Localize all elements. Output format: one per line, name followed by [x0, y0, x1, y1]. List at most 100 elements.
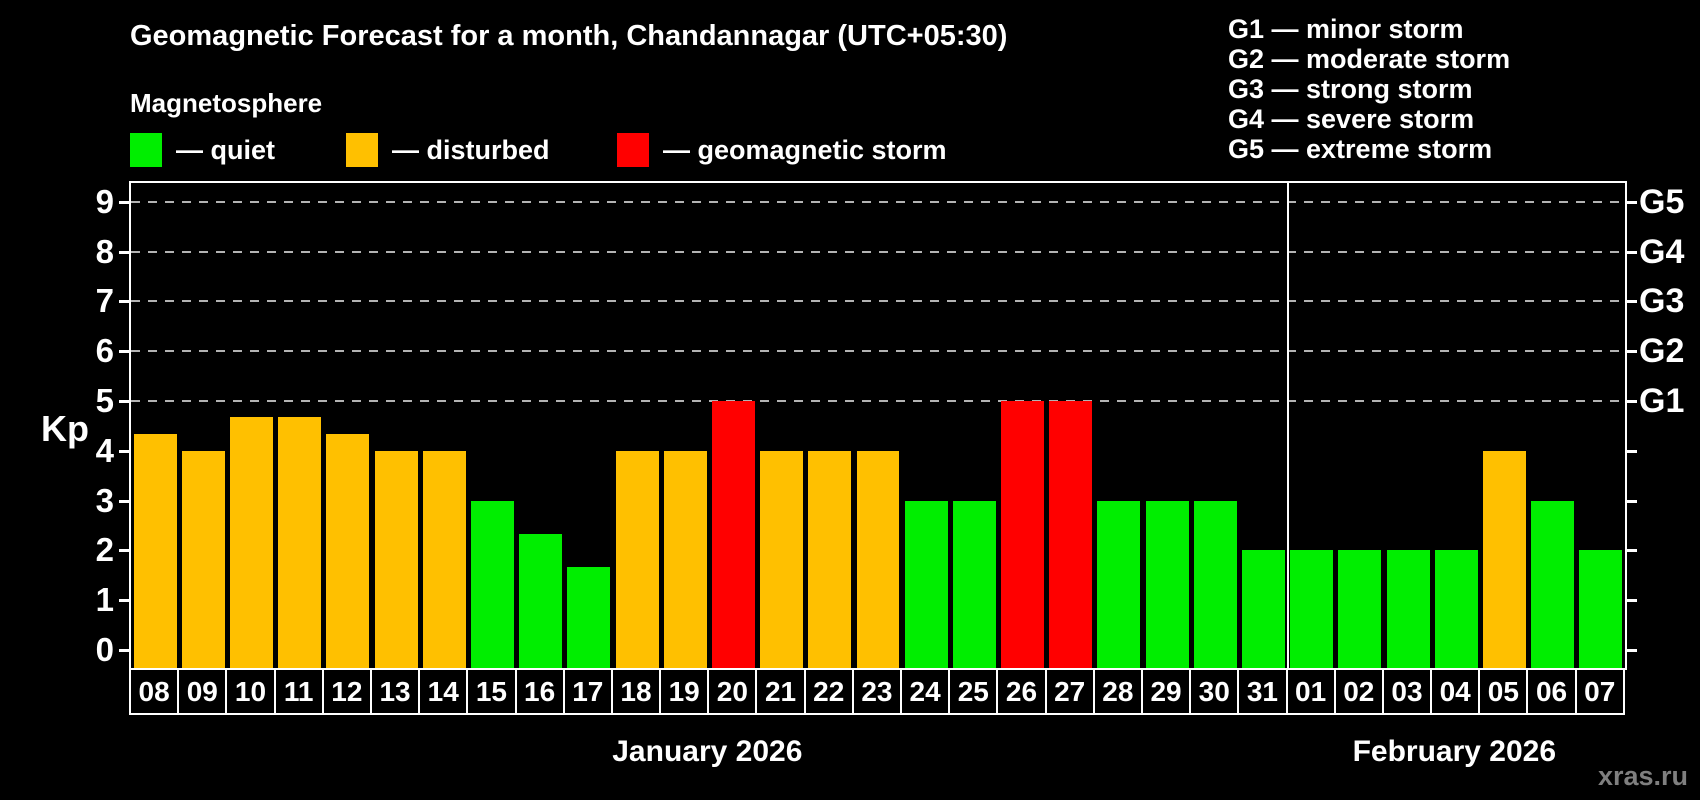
legend-item-label: — quiet — [176, 134, 275, 165]
day-box-10: 10 — [225, 668, 276, 715]
g-axis-label-g5: G5 — [1639, 182, 1685, 221]
y-axis-tick-2 — [119, 549, 129, 553]
day-box-12: 12 — [321, 668, 372, 715]
g-axis-label-g2: G2 — [1639, 332, 1685, 371]
y-axis-tick-3 — [119, 499, 129, 503]
day-box-03: 03 — [1381, 668, 1433, 715]
kp-bar-day-03 — [1386, 550, 1430, 668]
kp-bar-day-17 — [567, 566, 611, 668]
y-axis-tick-4 — [119, 449, 129, 453]
day-box-15: 15 — [466, 668, 517, 715]
storm-legend-line-4: G4 — severe storm — [1228, 104, 1475, 134]
kp-bar-day-11 — [278, 417, 322, 668]
y-axis-tick-1 — [119, 599, 129, 603]
y-axis-label-0: 0 — [95, 631, 114, 668]
y-axis-tick-7 — [119, 300, 129, 304]
day-box-20: 20 — [707, 668, 758, 715]
day-box-13: 13 — [369, 668, 421, 715]
kp-bar-day-05 — [1483, 450, 1526, 668]
y-axis-label-8: 8 — [95, 232, 114, 270]
storm-legend-line-2: G2 — moderate storm — [1228, 44, 1511, 74]
magnetosphere-label: Magnetosphere — [130, 88, 323, 118]
g-axis-tick-1 — [1627, 599, 1637, 603]
day-box-28: 28 — [1092, 668, 1143, 715]
g-axis-tick-7 — [1627, 300, 1637, 304]
kp-bar-day-14 — [422, 450, 466, 668]
g-axis-tick-4 — [1627, 449, 1637, 453]
y-axis-label-2: 2 — [95, 531, 114, 569]
kp-axis-label: Kp — [41, 408, 89, 449]
y-axis-label-6: 6 — [95, 332, 114, 370]
legend-item-label: — geomagnetic storm — [663, 134, 947, 165]
y-axis-label-9: 9 — [95, 182, 114, 220]
g-axis-tick-9 — [1627, 200, 1637, 204]
g-storm-scale-legend: G1 — minor storm G2 — moderate storm G3 — … — [1228, 14, 1510, 164]
day-box-19: 19 — [659, 668, 710, 715]
kp-bar-day-15 — [470, 500, 514, 668]
day-box-25: 25 — [948, 668, 999, 715]
kp-bar-day-08 — [133, 434, 177, 668]
quiet-color-swatch — [130, 133, 162, 167]
kp-bar-day-23 — [856, 450, 900, 668]
gridline-kp7 — [131, 300, 1625, 303]
storm-legend-line-3: G3 — strong storm — [1228, 74, 1473, 104]
day-box-07: 07 — [1574, 668, 1625, 715]
day-box-08: 08 — [129, 668, 180, 715]
kp-bar-day-09 — [181, 450, 225, 668]
kp-bar-day-16 — [519, 533, 563, 668]
gridline-kp9 — [131, 200, 1625, 203]
kp-bar-day-19 — [663, 450, 707, 668]
kp-bar-day-10 — [229, 417, 273, 668]
y-axis-label-7: 7 — [95, 282, 114, 320]
month-label-february: February 2026 — [1352, 735, 1557, 768]
storm-legend-line-1: G1 — minor storm — [1228, 14, 1464, 44]
storm-legend-line-5: G5 — extreme storm — [1228, 134, 1493, 164]
day-box-16: 16 — [514, 668, 565, 715]
day-box-18: 18 — [610, 668, 662, 715]
y-axis-label-3: 3 — [95, 481, 114, 519]
month-label-january: January 2026 — [612, 735, 803, 768]
g-axis-label-g1: G1 — [1639, 382, 1685, 420]
month-divider — [1286, 183, 1289, 668]
kp-bar-day-20 — [711, 401, 755, 668]
page-title: Geomagnetic Forecast for a month, Chanda… — [130, 20, 1008, 52]
y-axis-tick-0 — [119, 649, 129, 652]
day-box-04: 04 — [1430, 668, 1481, 715]
day-box-31: 31 — [1237, 668, 1288, 715]
day-box-21: 21 — [755, 668, 806, 715]
x-axis-day-labels: 08 09 10 11 12 13 14 15 16 17 18 19 20 21 22 23 24 25 26 27… — [129, 668, 1625, 715]
y-axis-label-5: 5 — [95, 382, 114, 419]
kp-bar-day-27 — [1049, 401, 1093, 668]
g-axis-label-g3: G3 — [1639, 282, 1685, 321]
legend-item-quiet: — quiet — [130, 131, 275, 169]
kp-bar-day-25 — [952, 500, 996, 668]
kp-bar-day-26 — [1001, 401, 1045, 668]
legend-item-disturbed: — disturbed — [346, 131, 550, 169]
g-axis-tick-3 — [1627, 499, 1637, 503]
g-axis-tick-6 — [1627, 350, 1637, 354]
day-box-26: 26 — [996, 668, 1047, 715]
legend-item-label: — disturbed — [392, 134, 550, 165]
kp-bar-day-04 — [1434, 550, 1478, 668]
day-box-23: 23 — [851, 668, 902, 715]
day-box-14: 14 — [418, 668, 469, 715]
kp-bar-day-30 — [1193, 500, 1237, 668]
y-axis-tick-8 — [119, 250, 129, 254]
day-box-09: 09 — [177, 668, 228, 715]
day-box-02: 02 — [1333, 668, 1384, 715]
disturbed-color-swatch — [346, 133, 378, 167]
g-axis-label-g4: G4 — [1639, 232, 1685, 271]
day-box-01: 01 — [1285, 668, 1336, 715]
g-axis-tick-5 — [1627, 400, 1637, 403]
day-box-27: 27 — [1044, 668, 1095, 715]
kp-bar-day-24 — [904, 500, 948, 668]
legend-item-storm: — geomagnetic storm — [617, 131, 947, 169]
kp-bar-day-31 — [1242, 550, 1286, 668]
day-box-17: 17 — [562, 668, 613, 715]
y-axis-tick-6 — [119, 350, 129, 354]
kp-bar-day-12 — [326, 434, 370, 668]
kp-bar-day-02 — [1338, 550, 1382, 668]
watermark: xras.ru — [1597, 761, 1688, 791]
kp-bar-day-07 — [1579, 550, 1623, 668]
